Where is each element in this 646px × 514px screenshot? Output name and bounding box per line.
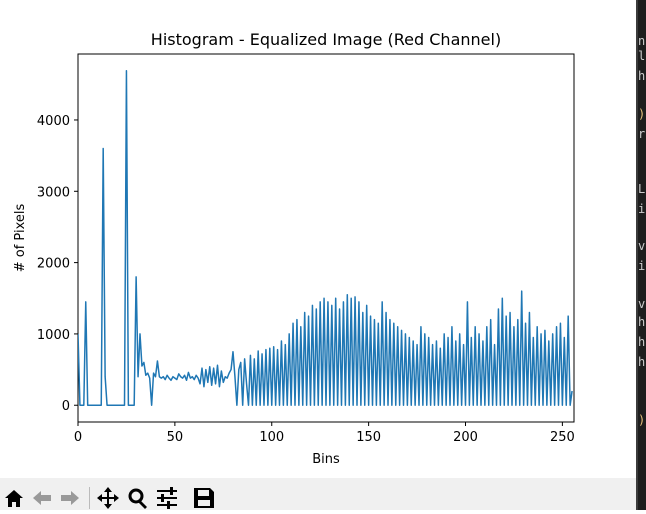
configure-button[interactable] <box>157 487 177 509</box>
code-fragment: h <box>638 315 645 329</box>
pan-button[interactable] <box>97 487 119 509</box>
code-fragment: v <box>638 239 645 253</box>
code-fragment: l <box>638 49 645 63</box>
plot-frame <box>77 53 575 423</box>
pane-divider <box>636 0 638 510</box>
x-tick-label: 150 <box>356 430 381 445</box>
x-tick-label: 0 <box>74 430 82 445</box>
x-tick-label: 100 <box>259 430 284 445</box>
x-tick-label: 50 <box>167 430 184 445</box>
code-fragment: v <box>638 297 645 311</box>
save-button[interactable] <box>194 488 214 508</box>
y-tick-label: 2000 <box>37 257 70 272</box>
y-tick-label: 1000 <box>37 328 70 343</box>
editor-pane <box>636 0 646 510</box>
data-line <box>78 70 573 406</box>
toolbar <box>0 478 636 510</box>
code-fragment: r <box>638 127 645 141</box>
code-fragment: h <box>638 69 645 83</box>
y-tick-label: 3000 <box>37 185 70 200</box>
code-fragment: h <box>638 335 645 349</box>
chart-title: Histogram - Equalized Image (Red Channel… <box>151 30 501 49</box>
home-button[interactable] <box>5 490 23 507</box>
zoom-button[interactable] <box>128 488 144 504</box>
forward-button[interactable] <box>61 491 79 505</box>
plot-area <box>78 70 573 406</box>
x-axis-label: Bins <box>312 452 340 467</box>
y-tick-label: 4000 <box>37 114 70 129</box>
code-fragment: i <box>638 202 645 216</box>
code-fragment: ) <box>638 107 645 121</box>
separator <box>89 487 90 509</box>
axes: 0 50 100 150 200 250 0 1000 2000 3000 4000 <box>37 114 575 445</box>
x-tick-label: 250 <box>550 430 575 445</box>
code-fragment: i <box>638 259 645 273</box>
back-button[interactable] <box>33 491 51 505</box>
x-tick-label: 200 <box>453 430 478 445</box>
code-fragment: L <box>638 182 645 196</box>
code-fragment: n <box>638 34 645 48</box>
y-tick-label: 0 <box>62 399 70 414</box>
code-fragment: ) <box>638 413 645 427</box>
toolbar-icons <box>5 487 214 509</box>
code-fragment: h <box>638 355 645 369</box>
y-axis-label: # of Pixels <box>13 204 28 273</box>
